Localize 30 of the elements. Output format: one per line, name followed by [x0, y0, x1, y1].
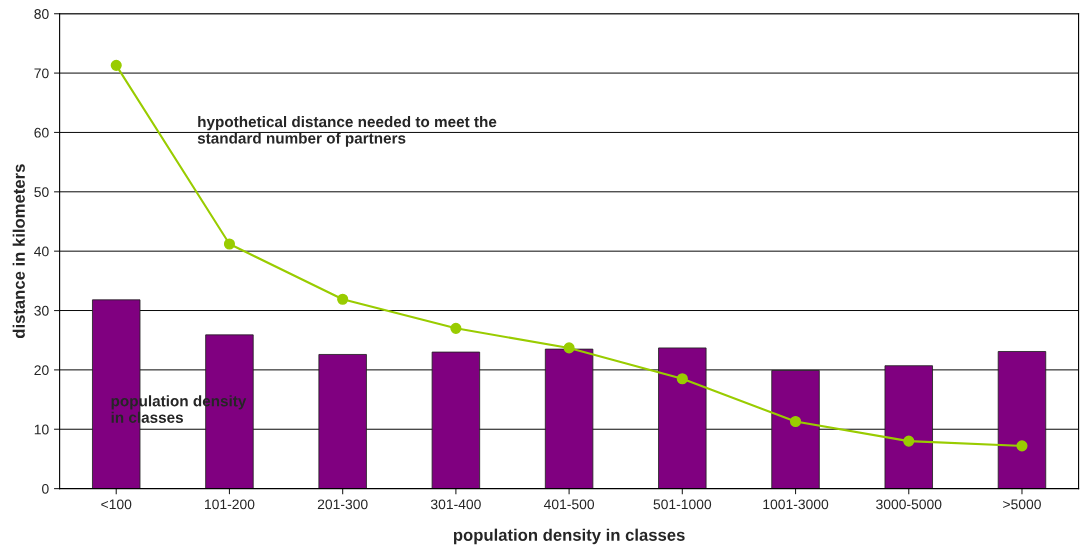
x-tick-label: 1001-3000	[763, 499, 829, 510]
x-tick-label: 401-500	[543, 499, 595, 510]
y-tick-label: 40	[34, 246, 49, 257]
point	[223, 238, 236, 250]
y-axis-title: distance in kilometers	[12, 164, 25, 339]
point	[563, 342, 575, 354]
y-tick-label: 80	[34, 9, 49, 19]
point	[903, 435, 915, 447]
x-tick-label: >5000	[1003, 499, 1041, 510]
point	[337, 293, 349, 305]
x-tick-label: 101-200	[205, 499, 255, 510]
y-tick-label: 10	[34, 424, 49, 435]
point	[789, 415, 802, 428]
y-tick-label: 70	[34, 68, 49, 79]
x-tick-label: <100	[101, 499, 132, 510]
y-tick-label: 50	[34, 187, 49, 197]
x-tick-label: 501-1000	[653, 499, 712, 510]
point	[676, 373, 688, 385]
series-label: hypothetical distance needed to meet the standard number of partners	[197, 115, 497, 147]
y-tick-label: 20	[34, 365, 49, 376]
y-tick-label: 60	[34, 127, 49, 138]
y-tick-label: 30	[34, 305, 49, 316]
x-tick-label: 201-300	[317, 499, 368, 510]
point	[450, 322, 462, 334]
point	[1016, 440, 1028, 452]
x-tick-label: 301-400	[430, 499, 481, 510]
point	[110, 59, 122, 71]
y-tick-label: 0	[42, 483, 49, 494]
x-axis-title: population density in classes	[453, 528, 685, 545]
x-tick-label: 3000-5000	[876, 499, 942, 510]
